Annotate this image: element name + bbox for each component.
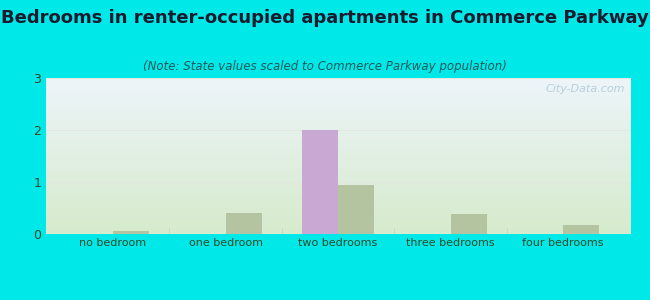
Text: (Note: State values scaled to Commerce Parkway population): (Note: State values scaled to Commerce P… bbox=[143, 60, 507, 73]
Text: City-Data.com: City-Data.com bbox=[545, 84, 625, 94]
Bar bbox=[302, 130, 338, 234]
Text: Bedrooms in renter-occupied apartments in Commerce Parkway: Bedrooms in renter-occupied apartments i… bbox=[1, 9, 649, 27]
Bar bbox=[563, 225, 599, 234]
Bar bbox=[226, 213, 261, 234]
Bar bbox=[113, 231, 149, 234]
Bar bbox=[450, 214, 486, 234]
Bar bbox=[338, 184, 374, 234]
